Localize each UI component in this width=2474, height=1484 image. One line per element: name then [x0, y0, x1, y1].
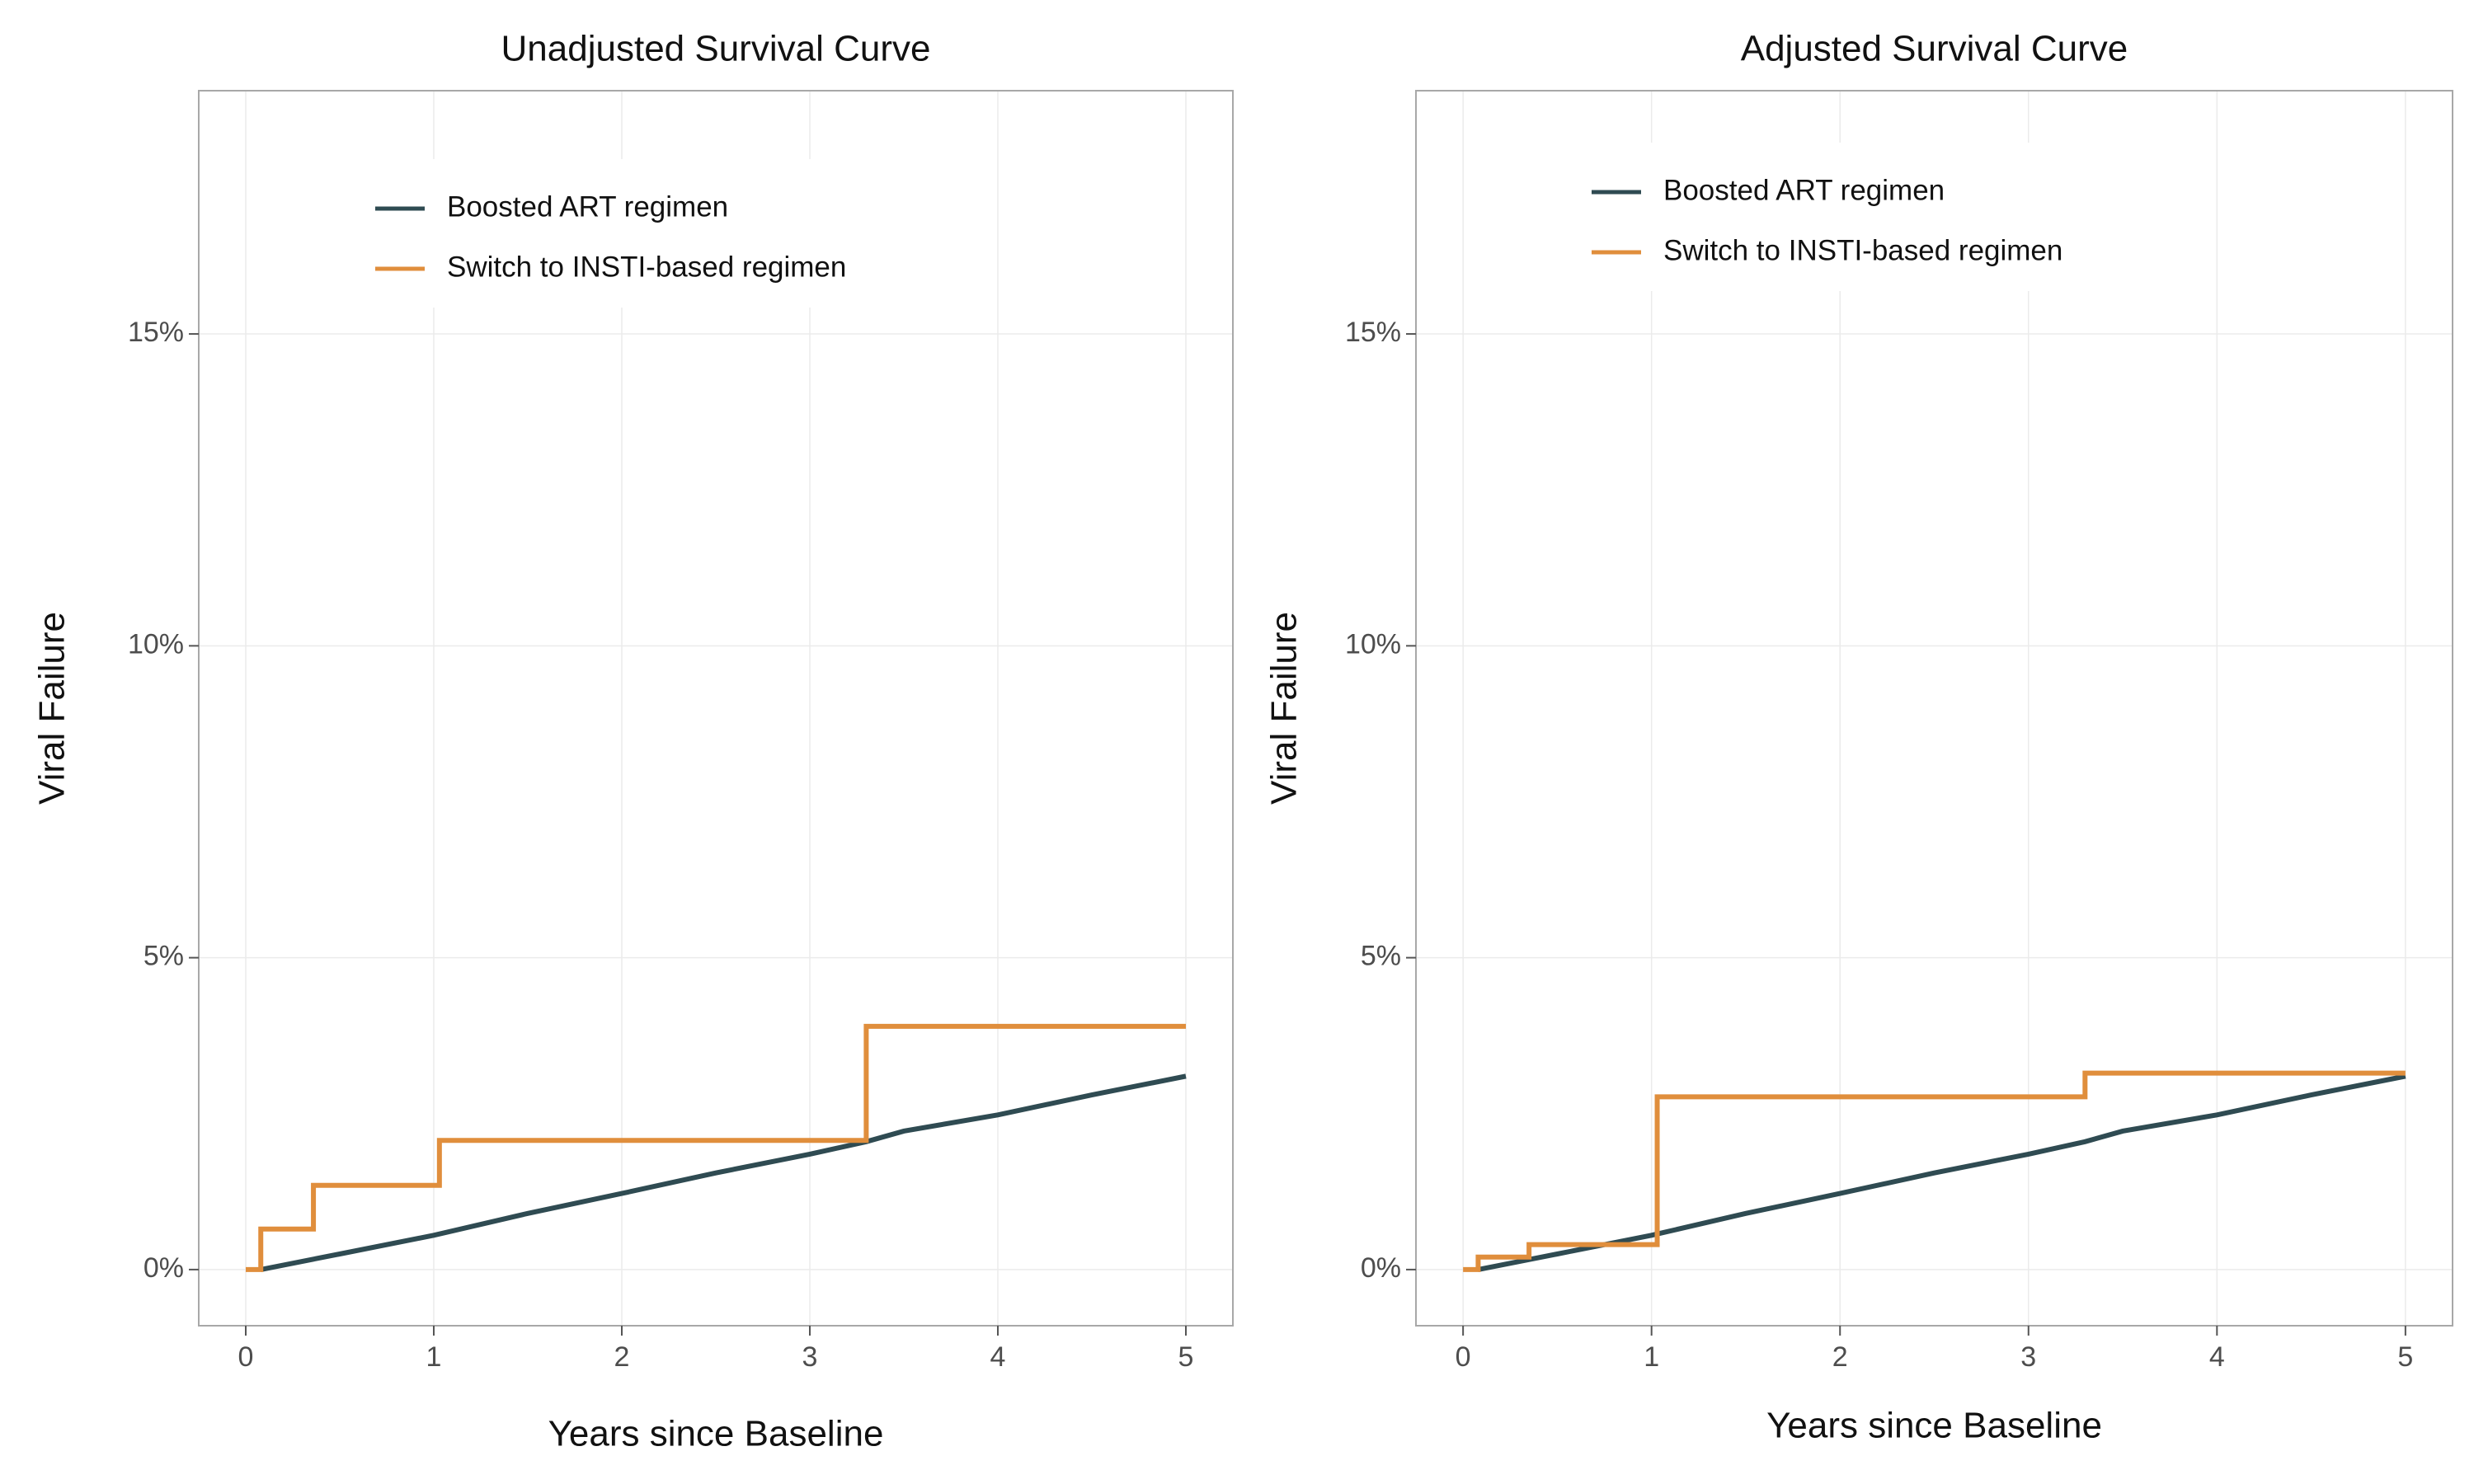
- y-tick-label: 5%: [1361, 941, 1401, 972]
- chart-panel-2: Adjusted Survival Curve Boosted ART regim…: [1264, 29, 2453, 1446]
- legend: Boosted ART regimen Switch to INSTI-based…: [355, 159, 900, 308]
- x-tick-label: 4: [2209, 1341, 2225, 1373]
- x-tick-label: 3: [802, 1341, 818, 1373]
- legend: Boosted ART regimen Switch to INSTI-based…: [1572, 143, 2116, 291]
- y-tick-label: 5%: [143, 941, 184, 972]
- series-line-switch-insti: [246, 1023, 1186, 1272]
- legend-label: Switch to INSTI-based regimen: [1663, 234, 2062, 266]
- chart-panel-1: Unadjusted Survival Curve Boosted ART reg…: [32, 29, 1234, 1454]
- series-line-boosted-art: [1477, 1073, 2406, 1272]
- legend-background: [355, 159, 900, 308]
- grid-lines: [1416, 91, 2453, 1326]
- y-tick-label: 0%: [1361, 1252, 1401, 1284]
- chart-title: Adjusted Survival Curve: [1741, 29, 2128, 69]
- x-tick-label: 0: [1456, 1341, 1471, 1373]
- y-tick-label: 15%: [128, 317, 184, 348]
- plot-frame: [198, 90, 1234, 1327]
- x-tick-label: 5: [2397, 1341, 2413, 1373]
- x-axis-title: Years since Baseline: [1766, 1406, 2102, 1446]
- x-tick-label: 1: [426, 1341, 442, 1373]
- x-axis-title: Years since Baseline: [548, 1414, 884, 1454]
- x-tick-label: 2: [1832, 1341, 1848, 1373]
- y-tick-label: 15%: [1345, 317, 1401, 348]
- plot-frame: [1415, 90, 2453, 1327]
- x-tick-label: 5: [1178, 1341, 1194, 1373]
- x-tick-label: 3: [2020, 1341, 2036, 1373]
- legend-label: Boosted ART regimen: [1663, 174, 1945, 206]
- x-tick-label: 4: [990, 1341, 1006, 1373]
- y-axis-title: Viral Failure: [1264, 612, 1305, 805]
- series-line-switch-insti: [1463, 1070, 2406, 1272]
- legend-label: Switch to INSTI-based regimen: [447, 251, 846, 283]
- legend-background: [1572, 143, 2116, 291]
- series-line-boosted-art: [260, 1073, 1187, 1272]
- x-tick-label: 1: [1644, 1341, 1659, 1373]
- legend-label: Boosted ART regimen: [447, 190, 728, 223]
- x-tick-label: 2: [614, 1341, 630, 1373]
- y-tick-label: 10%: [1345, 628, 1401, 660]
- y-tick-label: 0%: [143, 1252, 184, 1284]
- y-axis-title: Viral Failure: [32, 612, 73, 805]
- x-tick-label: 0: [238, 1341, 254, 1373]
- y-tick-label: 10%: [128, 628, 184, 660]
- chart-title: Unadjusted Survival Curve: [501, 29, 931, 69]
